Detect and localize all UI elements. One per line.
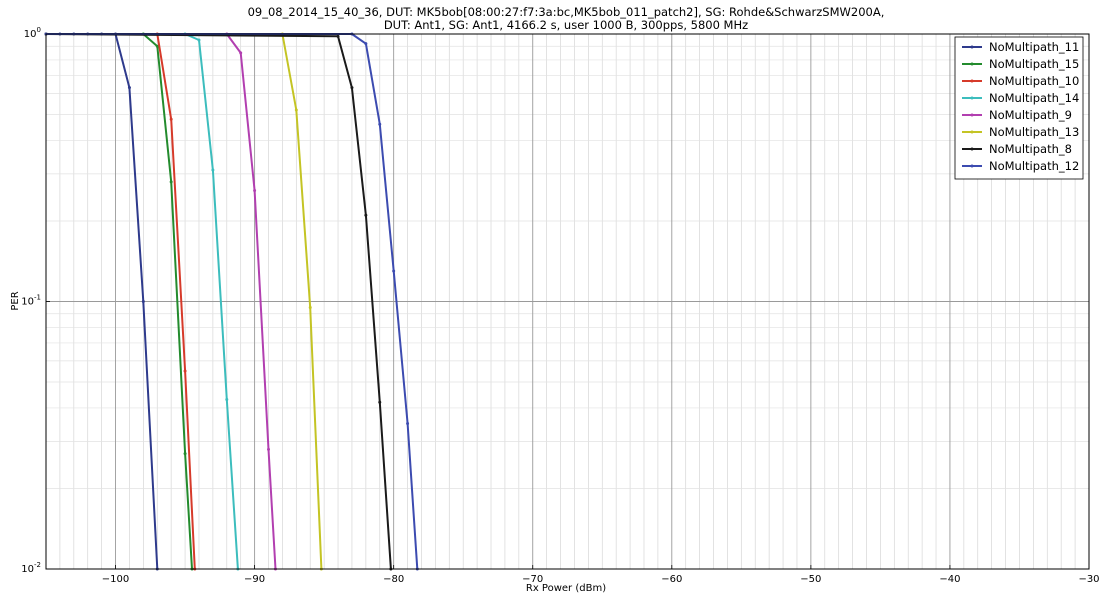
- legend-item: NoMultipath_9: [962, 108, 1072, 122]
- data-point: [294, 108, 298, 112]
- legend-item: NoMultipath_10: [962, 74, 1079, 88]
- legend-marker: [970, 113, 974, 117]
- legend-marker: [970, 62, 974, 66]
- data-point: [127, 86, 131, 90]
- legend: NoMultipath_11 NoMultipath_15 NoMultipath_…: [954, 36, 1084, 180]
- legend-label: NoMultipath_14: [989, 91, 1079, 105]
- chart-title-line-1: 09_08_2014_15_40_36, DUT: MK5bob[08:00:2…: [248, 5, 885, 19]
- data-point: [141, 300, 145, 303]
- data-point: [169, 180, 173, 184]
- legend-item: NoMultipath_8: [962, 142, 1072, 156]
- legend-item: NoMultipath_12: [962, 159, 1079, 173]
- data-point: [364, 213, 368, 217]
- x-tick-label: −50: [800, 574, 821, 585]
- x-tick-label: −30: [1078, 574, 1099, 585]
- legend-marker: [970, 130, 974, 134]
- x-tick-label: −80: [383, 574, 404, 585]
- legend-marker: [970, 45, 974, 49]
- data-point: [239, 51, 243, 55]
- data-point: [392, 269, 396, 273]
- data-point: [406, 421, 410, 425]
- data-point: [197, 38, 201, 42]
- chart-title-line-2: DUT: Ant1, SG: Ant1, 4166.2 s, user 1000…: [384, 18, 748, 32]
- legend-box: [954, 36, 1084, 180]
- x-tick-label: −60: [661, 574, 682, 585]
- data-point: [211, 168, 215, 172]
- y-tick-label: 100: [24, 26, 41, 40]
- legend-marker: [970, 164, 974, 168]
- legend-label: NoMultipath_13: [989, 125, 1079, 139]
- x-tick-label: −40: [939, 574, 960, 585]
- x-axis-label: Rx Power (dBm): [526, 583, 606, 594]
- data-point: [364, 42, 368, 46]
- legend-item: NoMultipath_13: [962, 125, 1079, 139]
- legend-item: NoMultipath_11: [962, 40, 1079, 54]
- data-point: [169, 117, 173, 121]
- x-tick-label: −100: [102, 574, 129, 585]
- data-point: [253, 188, 257, 192]
- data-point: [267, 447, 271, 451]
- y-tick-label: 10-1: [21, 294, 41, 308]
- data-point: [336, 34, 340, 38]
- legend-label: NoMultipath_8: [989, 142, 1072, 156]
- legend-label: NoMultipath_12: [989, 159, 1079, 173]
- legend-marker: [970, 79, 974, 83]
- data-point: [225, 398, 229, 402]
- data-point: [183, 452, 187, 456]
- data-point: [378, 122, 382, 126]
- legend-label: NoMultipath_15: [989, 57, 1079, 71]
- x-tick-label: −90: [244, 574, 265, 585]
- y-axis-ticks: 100 10-1 10-2: [21, 26, 50, 575]
- data-point: [350, 86, 354, 90]
- chart-title: 09_08_2014_15_40_36, DUT: MK5bob[08:00:2…: [248, 5, 885, 32]
- legend-marker: [970, 96, 974, 100]
- data-point: [183, 369, 187, 373]
- legend-label: NoMultipath_10: [989, 74, 1079, 88]
- data-point: [308, 305, 312, 309]
- y-axis-label: PER: [10, 291, 21, 310]
- x-axis-ticks: −100 −90 −80 −70 −60 −50 −40 −30: [102, 565, 1099, 585]
- data-point: [378, 400, 382, 404]
- data-point: [155, 44, 159, 48]
- y-tick-label: 10-2: [21, 561, 41, 575]
- legend-label: NoMultipath_11: [989, 40, 1079, 54]
- legend-item: NoMultipath_14: [962, 91, 1079, 105]
- legend-label: NoMultipath_9: [989, 108, 1072, 122]
- legend-marker: [970, 147, 974, 151]
- x-tick-label: −70: [522, 574, 543, 585]
- series-line: [45, 33, 392, 570]
- legend-item: NoMultipath_15: [962, 57, 1079, 71]
